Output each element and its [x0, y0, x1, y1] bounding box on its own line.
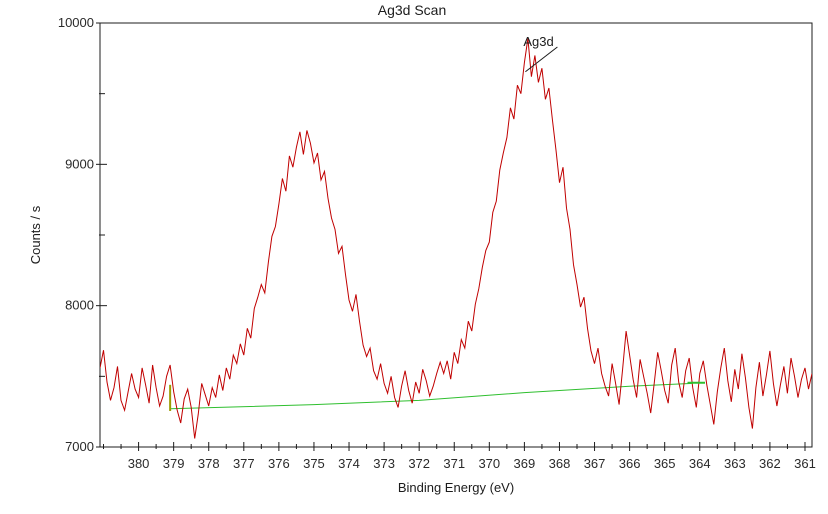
x-tick-label: 380 — [128, 456, 150, 471]
background-line — [170, 382, 693, 410]
x-tick-label: 362 — [759, 456, 781, 471]
y-axis-label: Counts / s — [28, 205, 43, 264]
x-tick-label: 361 — [794, 456, 816, 471]
x-tick-label: 366 — [619, 456, 641, 471]
x-tick-label: 372 — [408, 456, 430, 471]
spectrum-trace — [100, 38, 812, 439]
plot-frame — [99, 22, 813, 448]
chart-title: Ag3d Scan — [378, 2, 447, 18]
y-tick-label: 7000 — [65, 439, 94, 454]
y-tick-label: 8000 — [65, 298, 94, 313]
annotation-leader-line — [525, 46, 558, 73]
x-tick-label: 367 — [584, 456, 606, 471]
y-tick-label: 10000 — [58, 15, 94, 30]
x-tick-label: 376 — [268, 456, 290, 471]
x-axis-label: Binding Energy (eV) — [398, 480, 514, 495]
x-tick-label: 374 — [338, 456, 360, 471]
x-tick-label: 368 — [549, 456, 571, 471]
x-tick-label: 375 — [303, 456, 325, 471]
x-tick-label: 373 — [373, 456, 395, 471]
x-tick-label: 365 — [654, 456, 676, 471]
x-tick-label: 364 — [689, 456, 711, 471]
x-tick-label: 363 — [724, 456, 746, 471]
x-tick-label: 378 — [198, 456, 220, 471]
x-tick-label: 371 — [443, 456, 465, 471]
x-tick-label: 379 — [163, 456, 185, 471]
x-tick-label: 369 — [514, 456, 536, 471]
y-tick-label: 9000 — [65, 156, 94, 171]
x-tick-label: 377 — [233, 456, 255, 471]
x-tick-label: 370 — [478, 456, 500, 471]
peak-annotation-label: Ag3d — [523, 34, 553, 49]
